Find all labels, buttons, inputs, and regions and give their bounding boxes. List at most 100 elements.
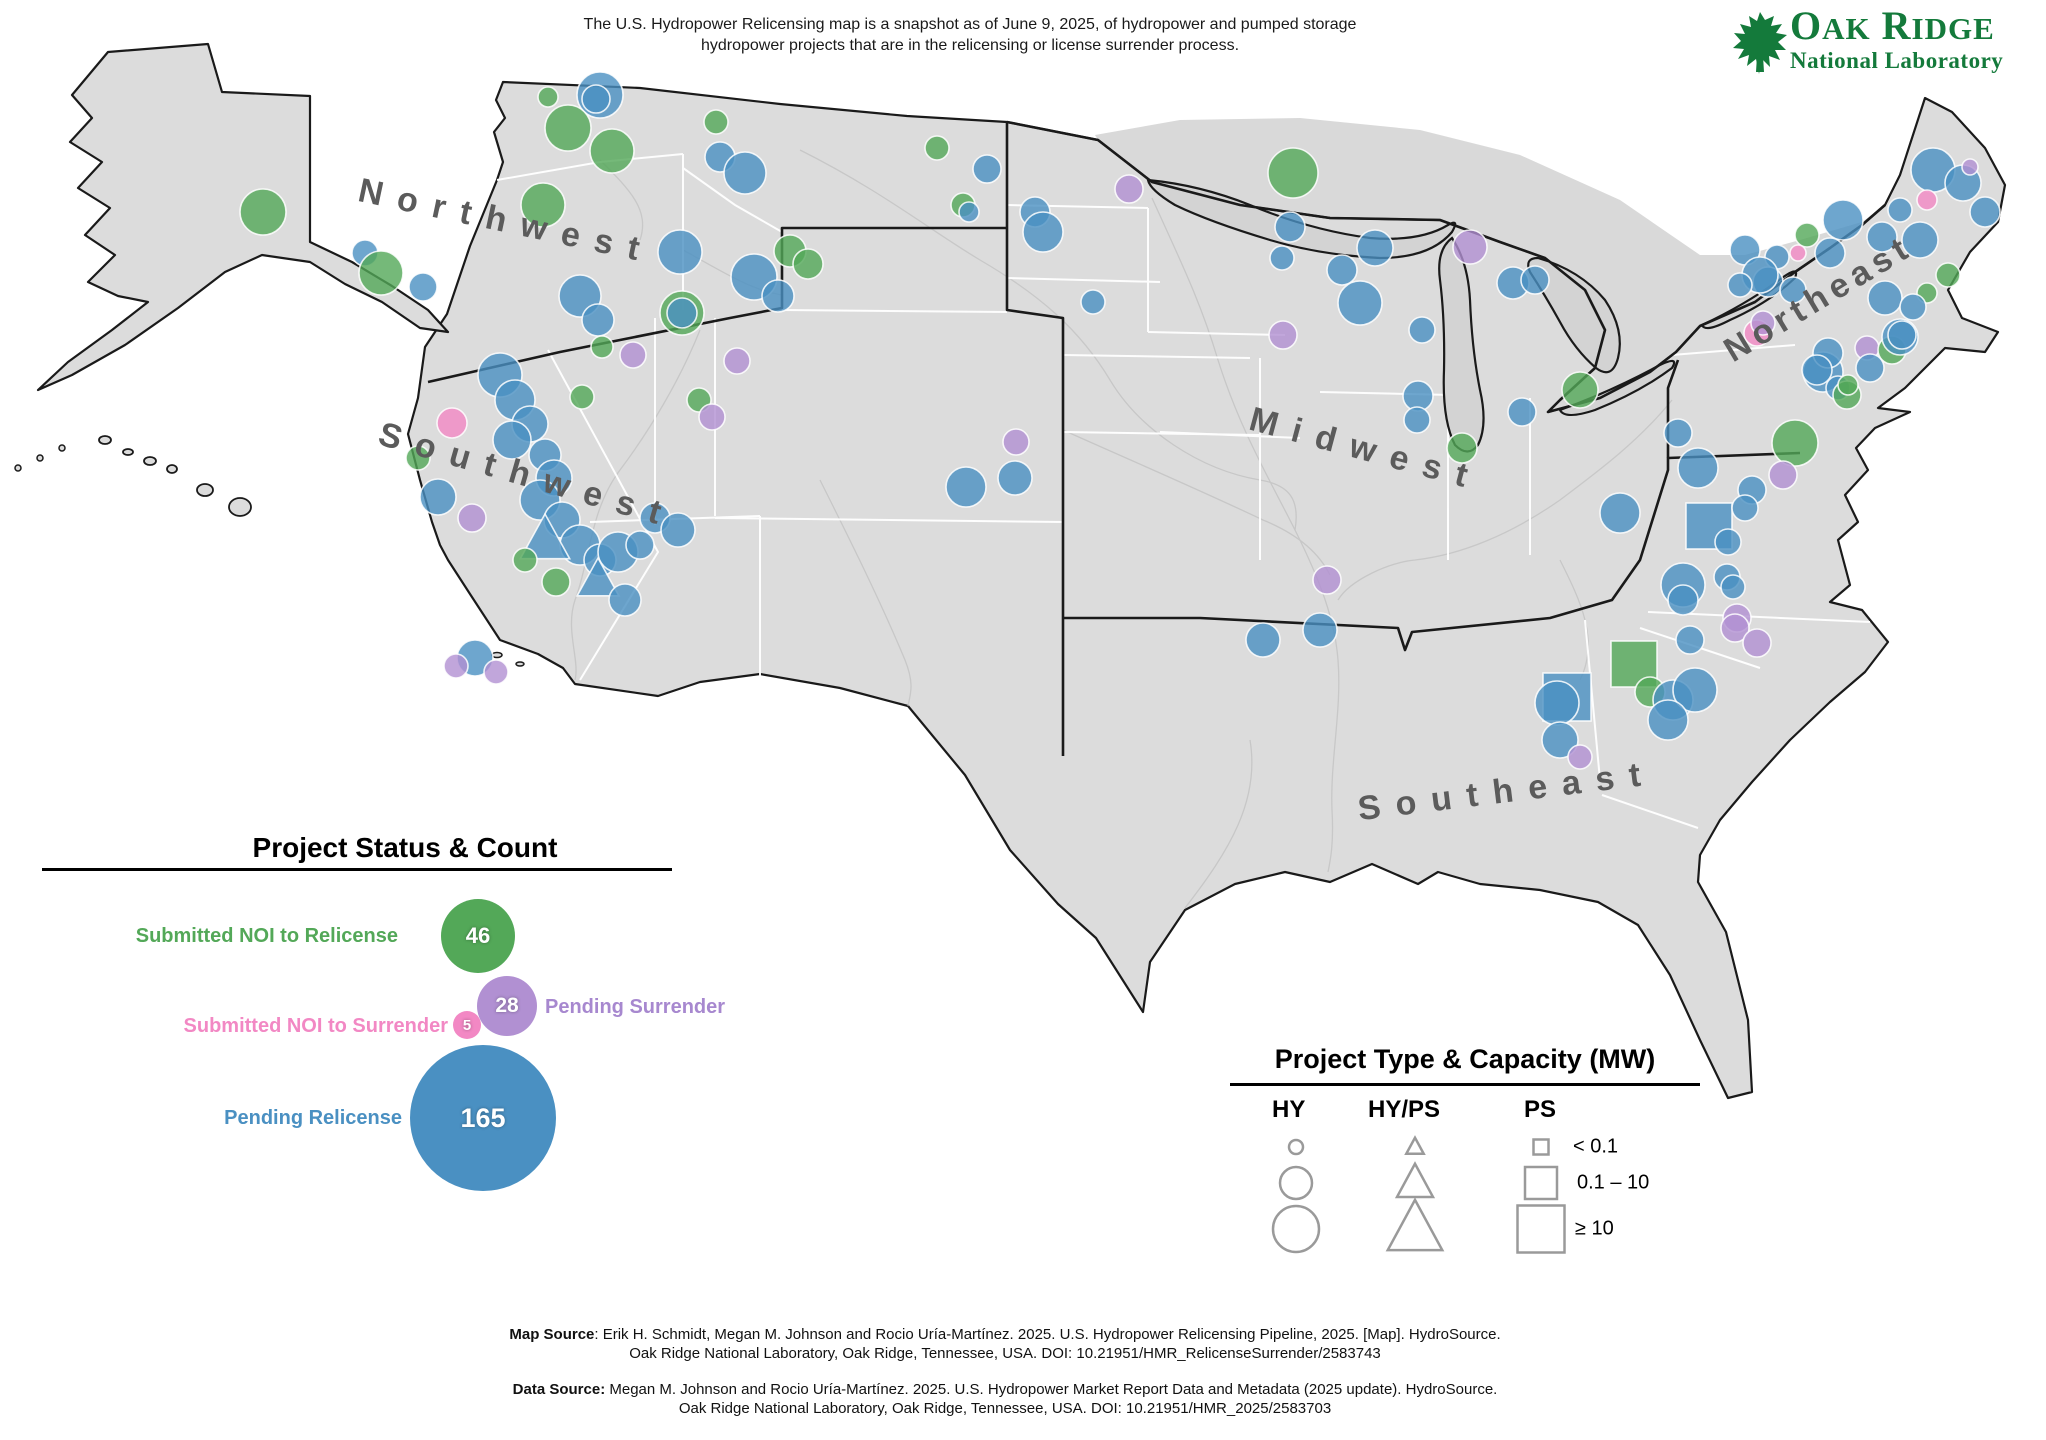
project-marker xyxy=(1267,147,1319,199)
status-label-pending-relicense: Pending Relicense xyxy=(224,1107,402,1129)
project-marker xyxy=(1022,211,1064,253)
legend-hy-circle xyxy=(1287,1138,1305,1156)
project-marker xyxy=(581,84,611,114)
project-marker xyxy=(1114,174,1144,204)
project-marker xyxy=(972,154,1002,184)
project-marker xyxy=(792,248,824,280)
project-marker xyxy=(1822,199,1864,241)
project-marker xyxy=(761,279,795,313)
project-marker xyxy=(723,347,751,375)
status-legend-rule xyxy=(42,868,672,871)
project-marker xyxy=(1647,699,1689,741)
project-marker xyxy=(1675,625,1705,655)
project-marker xyxy=(1561,371,1599,409)
project-marker xyxy=(1771,419,1819,467)
hawaii-islands xyxy=(98,435,252,517)
project-marker xyxy=(1677,447,1719,489)
project-marker xyxy=(1750,310,1776,336)
project-marker xyxy=(358,250,404,296)
project-marker xyxy=(1567,744,1593,770)
map-source-citation: Map Source: Erik H. Schmidt, Megan M. Jo… xyxy=(505,1325,1505,1363)
map-source-label: Map Source xyxy=(509,1326,595,1343)
project-marker xyxy=(443,653,469,679)
type-col-hyps: HY/PS xyxy=(1368,1096,1441,1123)
legend-hyps-triangle xyxy=(1394,1161,1436,1199)
project-marker xyxy=(569,384,595,410)
lake-superior xyxy=(1146,178,1457,260)
project-marker xyxy=(1080,289,1106,315)
status-label-submitted-noi-surrender: Submitted NOI to Surrender xyxy=(183,1015,448,1037)
project-marker xyxy=(1961,158,1979,176)
project-marker xyxy=(1446,432,1478,464)
status-count-pending-relicense: 165 xyxy=(410,1045,556,1191)
project-marker xyxy=(1672,667,1718,713)
project-marker xyxy=(1935,262,1961,288)
type-legend-shapes xyxy=(1271,1135,1566,1254)
project-marker xyxy=(239,188,287,236)
project-marker xyxy=(436,407,468,439)
status-count-submitted-noi-surrender: 5 xyxy=(453,1011,481,1039)
project-marker xyxy=(419,478,457,516)
project-marker xyxy=(924,135,950,161)
project-markers xyxy=(239,71,2001,770)
project-marker xyxy=(703,109,729,135)
map-title: The U.S. Hydropower Relicensing map is a… xyxy=(485,14,1455,56)
project-marker xyxy=(1720,613,1750,643)
project-marker xyxy=(1520,265,1550,295)
project-marker xyxy=(1269,245,1295,271)
project-marker xyxy=(575,556,621,597)
project-marker xyxy=(1887,320,1917,350)
legend-hy-circle xyxy=(1271,1204,1321,1254)
project-marker xyxy=(657,229,703,275)
project-marker xyxy=(1312,565,1342,595)
project-marker xyxy=(405,445,431,471)
type-col-ps: PS xyxy=(1524,1096,1557,1123)
project-marker xyxy=(492,420,532,460)
project-marker xyxy=(1356,229,1394,267)
project-marker xyxy=(608,583,642,617)
legend-hyps-triangle xyxy=(1404,1135,1426,1155)
legend-ps-square xyxy=(1523,1165,1559,1201)
project-marker xyxy=(408,272,438,302)
project-marker xyxy=(1507,397,1537,427)
project-marker xyxy=(1794,222,1820,248)
size-label-small: < 0.1 xyxy=(1573,1135,1619,1158)
status-count-pending-surrender: 28 xyxy=(477,976,537,1036)
project-marker xyxy=(537,86,559,108)
project-marker xyxy=(1867,280,1903,316)
type-legend-rule xyxy=(1230,1083,1700,1086)
status-label-submitted-noi-relicense: Submitted NOI to Relicense xyxy=(135,925,398,947)
project-marker xyxy=(945,466,987,508)
project-marker xyxy=(1245,622,1281,658)
project-marker xyxy=(997,460,1033,496)
project-marker xyxy=(483,659,509,685)
map-title-line2: hydropower projects that are in the reli… xyxy=(700,37,1240,54)
legend-hy-circle xyxy=(1278,1165,1314,1201)
type-col-hy: HY xyxy=(1272,1096,1306,1123)
project-marker xyxy=(541,567,571,597)
legend-ps-square xyxy=(1516,1204,1566,1254)
project-marker xyxy=(1663,418,1693,448)
project-marker xyxy=(1969,196,2001,228)
project-marker xyxy=(1002,428,1030,456)
project-marker xyxy=(590,335,614,359)
project-marker xyxy=(544,104,592,152)
project-marker xyxy=(666,297,698,329)
size-label-medium: 0.1 – 10 xyxy=(1577,1171,1650,1194)
project-marker xyxy=(1801,354,1833,386)
project-marker xyxy=(520,182,566,228)
oak-leaf-icon xyxy=(1733,12,1787,74)
project-marker xyxy=(660,512,696,548)
project-marker xyxy=(1452,229,1488,265)
map-title-line1: The U.S. Hydropower Relicensing map is a… xyxy=(583,16,1357,33)
project-marker xyxy=(1899,293,1927,321)
ornl-wordmark: OAK RIDGE xyxy=(1790,3,1995,48)
project-marker xyxy=(1887,197,1913,223)
project-marker xyxy=(1403,406,1431,434)
size-label-large: ≥ 10 xyxy=(1575,1217,1614,1240)
project-marker xyxy=(1901,221,1939,259)
project-marker xyxy=(1731,494,1759,522)
project-marker xyxy=(1408,316,1436,344)
